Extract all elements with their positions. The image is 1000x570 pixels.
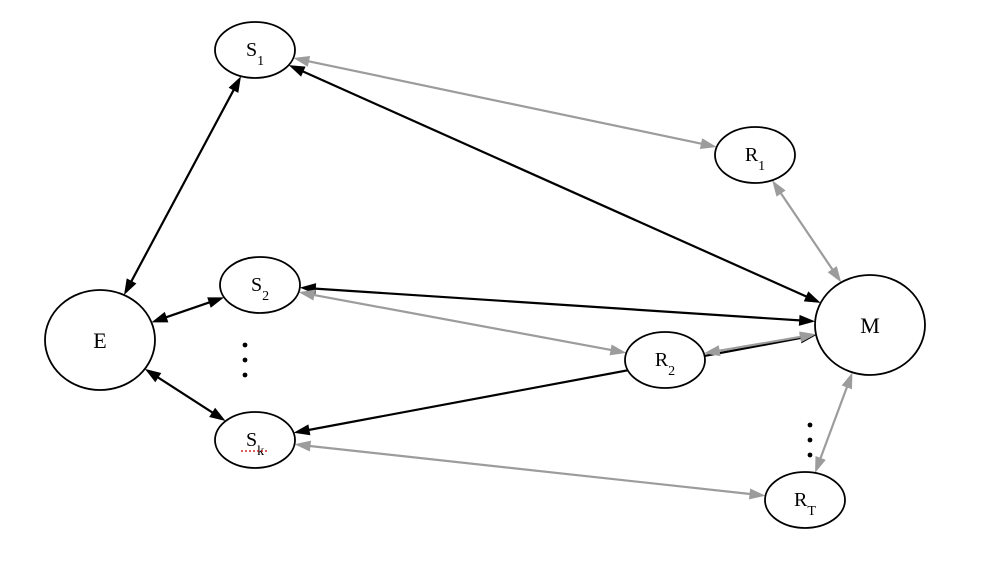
edge-R2-S2 (308, 294, 617, 351)
arrowhead (294, 424, 311, 435)
ellipsis-dot (243, 343, 248, 348)
arrowhead (295, 441, 312, 452)
arrowhead (799, 332, 816, 343)
network-diagram: EMS1S2SkR1R2RT (0, 0, 1000, 570)
arrowhead (293, 56, 310, 67)
ellipsis-dot (243, 373, 248, 378)
edge-M-S2 (309, 288, 805, 321)
arrowhead (749, 488, 766, 499)
edge-E-S1 (129, 85, 237, 287)
edge-M-R1 (777, 188, 835, 274)
arrowhead (815, 456, 826, 473)
arrowhead (704, 345, 721, 356)
edge-E-Sk (153, 374, 218, 416)
arrowhead (799, 315, 815, 326)
edge-M-RT (818, 381, 849, 464)
arrowhead (772, 180, 786, 196)
edge-M-Sk (303, 337, 807, 431)
ellipsis-dot (243, 358, 248, 363)
edge-M-R2 (713, 336, 806, 352)
arrowhead (151, 312, 168, 322)
ellipsis-dot (808, 453, 813, 458)
arrowhead (700, 138, 717, 149)
edge-R1-S1 (303, 60, 708, 145)
arrowhead (610, 345, 627, 356)
node-label-E: E (93, 328, 106, 353)
arrowhead (828, 266, 842, 282)
arrowhead (145, 369, 161, 382)
node-label-M: M (860, 313, 880, 338)
arrowhead (229, 76, 241, 93)
arrowhead (124, 278, 136, 295)
ellipsis-dot (808, 438, 813, 443)
arrowhead (207, 297, 224, 307)
edge-E-S2 (161, 300, 215, 319)
arrowhead (299, 290, 316, 301)
arrowhead (804, 291, 821, 303)
arrowhead (842, 372, 853, 389)
edge-RT-Sk (304, 445, 756, 494)
ellipsis-dot (808, 423, 813, 428)
arrowhead (209, 408, 225, 421)
arrowhead (289, 65, 306, 77)
edge-M-S1 (297, 69, 811, 299)
